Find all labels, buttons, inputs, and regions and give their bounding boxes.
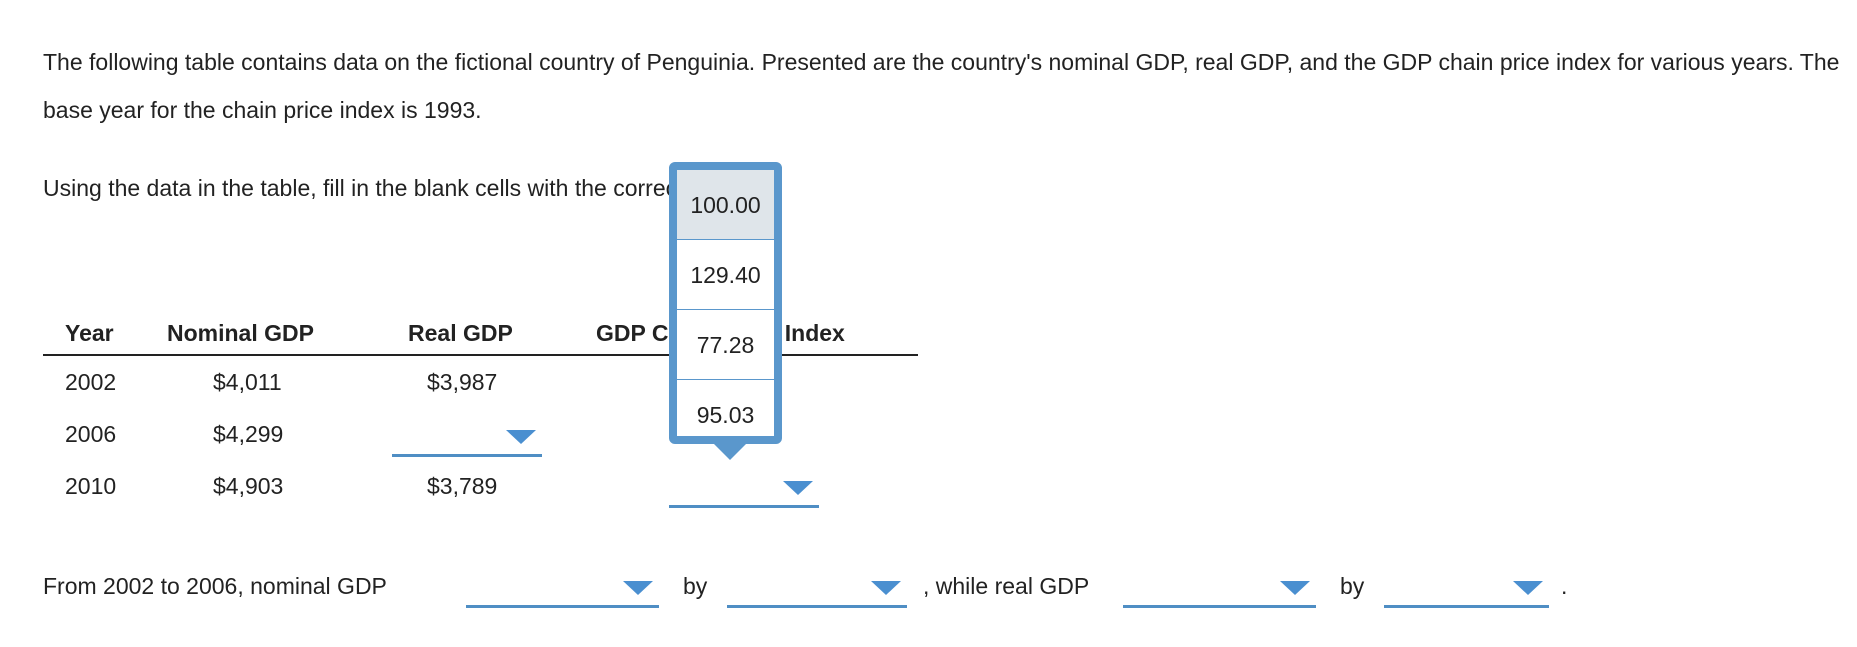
column-header-nominal-gdp: Nominal GDP [167,320,314,346]
chevron-down-icon [783,481,813,495]
sentence-part-1: From 2002 to 2006, nominal GDP [43,573,387,599]
instruction-text: Using the data in the table, fill in the… [43,175,763,201]
sentence-part-3: , while real GDP [923,573,1090,599]
dropdown-option[interactable]: 129.40 [677,240,774,310]
chevron-down-icon [1280,581,1310,595]
column-header-year: Year [65,320,114,346]
nominal-gdp-cell: $4,011 [213,369,282,395]
dropdown-option[interactable]: 100.00 [677,170,774,240]
chevron-down-icon [623,581,653,595]
real-gdp-cell: $3,987 [427,369,498,395]
chevron-down-icon [506,430,536,444]
nominal-gdp-change-dropdown[interactable] [466,569,659,608]
nominal-gdp-amount-dropdown[interactable] [727,569,907,608]
dropdown-option[interactable]: 95.03 [696,402,755,428]
nominal-gdp-cell: $4,299 [213,421,284,447]
sentence-part-2: by [683,573,708,599]
chevron-down-icon [871,581,901,595]
year-cell: 2010 [65,473,117,499]
nominal-gdp-cell: $4,903 [213,473,284,499]
price-index-2010-dropdown[interactable] [669,469,819,508]
chevron-down-icon [1513,581,1543,595]
sentence-part-4: by [1340,573,1365,599]
real-gdp-change-dropdown[interactable] [1123,569,1316,608]
real-gdp-cell: $3,789 [427,473,498,499]
real-gdp-amount-dropdown[interactable] [1384,569,1549,608]
year-cell: 2002 [65,369,117,395]
intro-text: The following table contains data on the… [43,49,1840,123]
popup-pointer-icon [713,443,747,460]
sentence-period: . [1561,573,1568,599]
dropdown-options-list: 100.00 129.40 77.28 95.03 [669,162,782,444]
real-gdp-2006-dropdown[interactable] [392,418,542,457]
table-header: Year Nominal GDP Real GDP GDP Chain Pric… [43,316,918,356]
dropdown-option[interactable]: 77.28 [677,310,774,380]
column-header-real-gdp: Real GDP [408,320,513,346]
year-cell: 2006 [65,421,117,447]
